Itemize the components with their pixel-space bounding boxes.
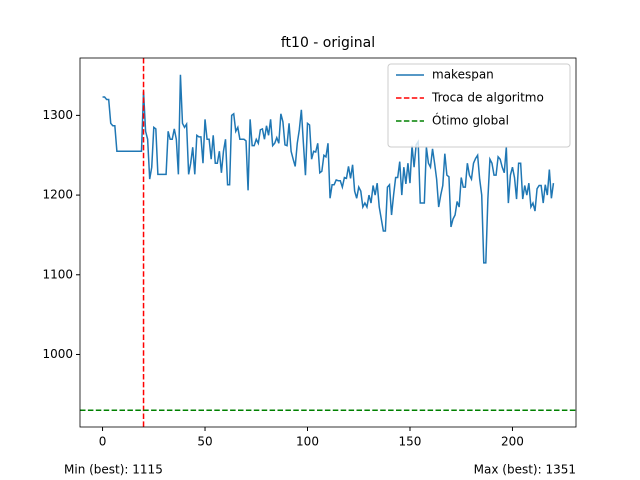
- plot-frame: [79, 57, 577, 428]
- legend-label: Ótimo global: [432, 113, 509, 128]
- series-line: [102, 74, 555, 264]
- x-tick-label: 50: [197, 435, 212, 449]
- chart-title: ft10 - original: [281, 35, 375, 51]
- legend-label: Troca de algoritmo: [431, 91, 544, 105]
- y-tick-label: 1000: [42, 347, 73, 361]
- footer-left: Min (best): 1115: [64, 463, 163, 477]
- y-tick-label: 1200: [42, 188, 73, 202]
- legend-box: [387, 63, 571, 148]
- y-tick-label: 1100: [42, 267, 73, 281]
- footer-right: Max (best): 1351: [474, 463, 576, 477]
- x-tick-label: 200: [501, 435, 524, 449]
- x-tick-label: 150: [399, 435, 422, 449]
- legend-label: makespan: [432, 68, 494, 82]
- x-tick-label: 0: [99, 435, 107, 449]
- x-tick-label: 100: [296, 435, 319, 449]
- y-tick-label: 1300: [42, 108, 73, 122]
